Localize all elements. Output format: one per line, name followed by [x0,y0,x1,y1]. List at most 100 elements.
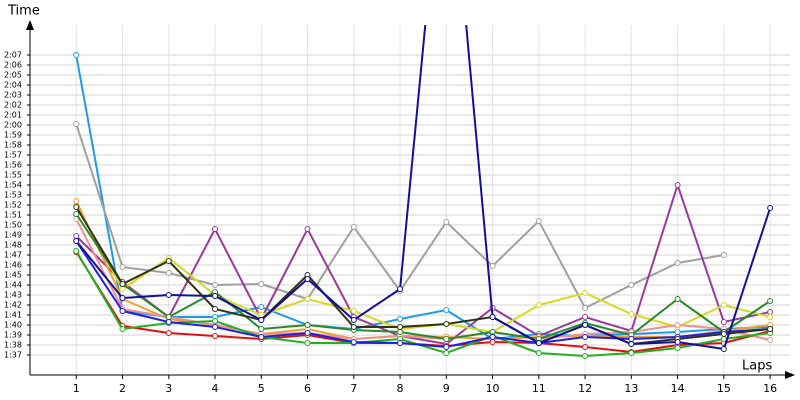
point [73,198,80,204]
y-tick-label: 1:49 [4,231,22,240]
point [535,340,542,346]
y-tick-label: 1:42 [4,301,22,310]
y-tick-label: 2:03 [4,91,22,100]
point [212,282,219,288]
point [73,204,80,210]
point [767,326,774,332]
point [489,339,496,345]
point [443,344,450,350]
point [212,226,219,232]
x-tick-label: 10 [486,382,500,395]
x-tick-label: 4 [212,382,219,395]
point [535,350,542,356]
x-arrow [785,371,795,379]
y-tick-label: 2:02 [4,101,22,110]
point [628,336,635,342]
point [350,308,357,314]
point [258,281,265,287]
point [119,264,126,270]
series-line [75,206,771,346]
y-tick-label: 1:47 [4,251,22,260]
x-tick-label: 2 [119,382,126,395]
point [73,248,80,254]
point [350,317,357,323]
point [350,339,357,345]
y-tick-label: 2:06 [4,61,22,70]
y-tick-label: 1:43 [4,291,22,300]
y-tick-label: 1:46 [4,261,22,270]
y-tick-label: 2:00 [4,121,22,130]
point [674,329,681,335]
series-line [75,240,771,349]
x-tick-label: 13 [624,382,638,395]
point [720,319,727,325]
point [119,308,126,314]
x-tick-label: 11 [532,382,546,395]
point [582,344,589,350]
y-tick-label: 1:53 [4,191,22,200]
point [582,353,589,359]
point [674,339,681,345]
point [304,226,311,232]
point [535,218,542,224]
point [73,211,80,217]
x-tick-label: 1 [73,382,80,395]
point [165,292,172,298]
point [443,321,450,327]
point [443,336,450,342]
y-tick-label: 2:01 [4,111,22,120]
y-tick-label: 1:38 [4,341,22,350]
point [397,324,404,330]
point [767,337,774,343]
point [489,314,496,320]
point [443,307,450,313]
point [628,282,635,288]
point [674,182,681,188]
point [674,322,681,328]
point [767,314,774,320]
y-tick-label: 1:41 [4,311,22,320]
point [350,224,357,230]
point [582,334,589,340]
point [119,326,126,332]
point [350,324,357,330]
point [767,309,774,315]
point [304,330,311,336]
x-tick-label: 15 [717,382,731,395]
point [489,334,496,340]
point [119,295,126,301]
point [258,334,265,340]
point [73,233,80,239]
point [628,350,635,356]
y-tick-label: 1:48 [4,241,22,250]
point [582,290,589,296]
x-axis-label: Laps [742,359,772,374]
point [674,345,681,351]
y-tick-label: 2:04 [4,81,22,90]
point [212,333,219,339]
x-tick-label: 5 [258,382,265,395]
point [674,296,681,302]
point [489,263,496,269]
y-tick-label: 1:44 [4,281,22,290]
x-tick-label: 14 [671,382,685,395]
point [720,346,727,352]
point [165,258,172,264]
point [535,302,542,308]
point [258,317,265,323]
y-tick-label: 1:54 [4,181,22,190]
y-axis-label: Time [7,4,40,19]
x-tick-label: 8 [397,382,404,395]
y-tick-label: 1:52 [4,201,22,210]
x-tick-label: 3 [165,382,172,395]
series-line [75,181,771,346]
series-line [75,213,771,341]
point [767,205,774,211]
point [212,324,219,330]
point [212,306,219,312]
y-tick-label: 2:05 [4,71,22,80]
x-tick-label: 7 [350,382,357,395]
y-tick-label: 1:39 [4,331,22,340]
y-tick-label: 1:57 [4,151,22,160]
